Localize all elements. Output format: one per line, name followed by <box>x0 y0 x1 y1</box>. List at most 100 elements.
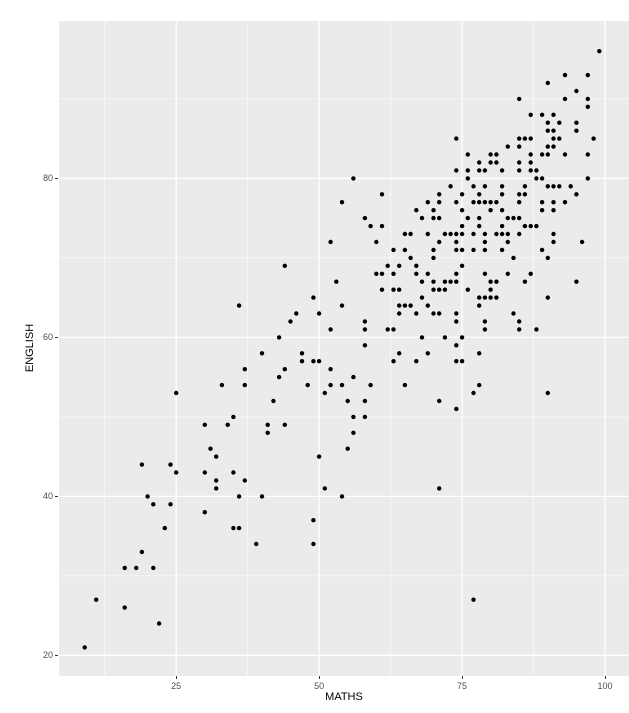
data-point <box>459 192 465 197</box>
data-point <box>385 327 390 332</box>
data-point <box>545 120 550 125</box>
data-point <box>414 359 419 364</box>
data-point <box>539 152 545 157</box>
data-point <box>465 287 470 292</box>
data-point <box>522 223 528 229</box>
data-point <box>391 271 396 276</box>
data-point <box>477 295 482 300</box>
data-point <box>122 605 127 610</box>
data-point <box>494 200 499 205</box>
data-point <box>482 231 488 237</box>
data-point <box>471 247 476 253</box>
x-tick-label: 100 <box>597 681 613 691</box>
data-point <box>448 279 453 284</box>
data-point <box>454 271 459 276</box>
data-point <box>494 295 499 300</box>
data-point <box>276 374 282 380</box>
data-point <box>448 231 453 237</box>
data-point <box>545 152 550 157</box>
data-point <box>362 319 368 324</box>
data-point <box>282 422 287 427</box>
data-point <box>425 351 430 356</box>
data-point <box>539 200 545 205</box>
y-tick-label: 80 <box>42 172 53 183</box>
data-point <box>511 215 516 221</box>
data-point <box>431 208 436 213</box>
data-point <box>174 470 179 475</box>
data-point <box>551 239 556 245</box>
data-point <box>236 525 242 531</box>
data-point <box>534 223 539 229</box>
data-point <box>316 359 322 364</box>
data-point <box>551 231 556 237</box>
data-point <box>448 184 453 189</box>
data-point <box>454 359 459 364</box>
data-point <box>397 287 402 292</box>
data-point <box>488 152 493 157</box>
x-tick-mark <box>176 676 178 679</box>
data-point <box>477 200 482 205</box>
data-point <box>511 255 516 261</box>
data-point <box>539 247 545 253</box>
data-point <box>539 176 545 181</box>
data-point <box>488 279 493 284</box>
data-point <box>397 303 402 308</box>
data-point <box>231 470 236 475</box>
x-tick-mark <box>319 676 321 679</box>
data-point <box>282 263 287 268</box>
data-point <box>225 422 230 427</box>
data-point <box>545 184 550 189</box>
data-point <box>545 255 550 261</box>
data-point <box>459 223 465 229</box>
x-tick-mark <box>462 676 464 679</box>
data-point <box>402 231 408 237</box>
data-point <box>545 128 550 133</box>
data-point <box>522 184 528 189</box>
data-point <box>511 311 516 316</box>
data-point <box>557 136 562 141</box>
data-point <box>574 120 579 125</box>
x-tick-label: 75 <box>457 681 468 691</box>
data-point <box>517 319 522 324</box>
data-point <box>574 279 579 284</box>
data-point <box>156 621 162 626</box>
data-point <box>391 327 396 332</box>
data-point <box>562 72 568 78</box>
data-point <box>214 478 219 483</box>
data-point <box>374 239 379 245</box>
data-point <box>322 390 327 396</box>
data-point <box>517 160 522 165</box>
data-point <box>482 239 488 245</box>
data-point <box>442 231 448 237</box>
data-point <box>134 565 139 571</box>
data-point <box>454 319 459 324</box>
data-point <box>505 215 510 221</box>
data-point <box>431 279 436 284</box>
data-point <box>254 541 259 547</box>
x-axis-title: MATHS <box>325 691 363 703</box>
data-point <box>82 645 87 650</box>
data-point <box>459 247 465 253</box>
data-point <box>431 215 436 221</box>
data-point <box>236 303 242 308</box>
data-point <box>585 96 590 102</box>
data-point <box>202 470 207 475</box>
data-point <box>151 502 156 507</box>
data-point <box>425 231 430 237</box>
data-point <box>471 597 476 602</box>
data-point <box>477 168 482 173</box>
data-point <box>482 319 488 324</box>
data-point <box>488 208 493 213</box>
data-point <box>551 184 556 189</box>
plot-panel <box>59 21 629 676</box>
data-point <box>162 525 167 531</box>
data-point <box>408 303 413 308</box>
data-point <box>517 327 522 332</box>
data-point <box>477 160 482 165</box>
data-point <box>242 367 247 372</box>
data-point <box>517 96 522 102</box>
data-point <box>471 200 476 205</box>
data-point <box>397 351 402 356</box>
data-point <box>494 160 499 165</box>
data-point <box>545 144 550 149</box>
